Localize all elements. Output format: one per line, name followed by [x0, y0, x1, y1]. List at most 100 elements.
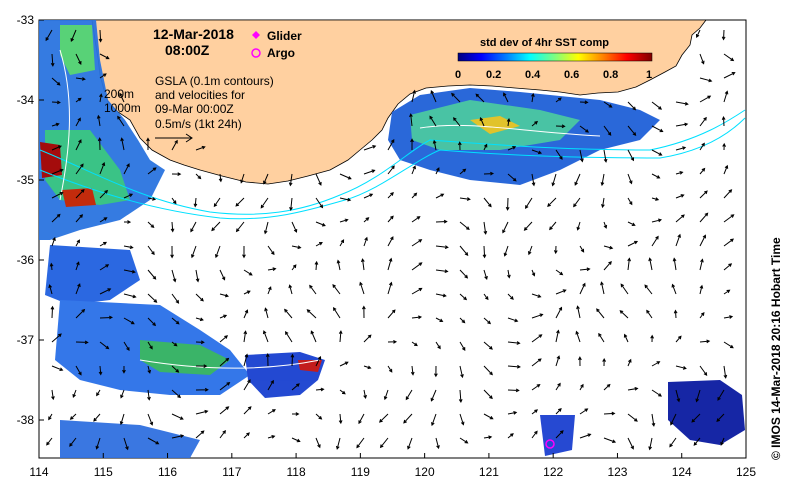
velocity-arrow [363, 365, 372, 370]
x-tick-label: 119 [351, 465, 370, 479]
velocity-arrow [435, 437, 440, 450]
colorbar-title: std dev of 4hr SST comp [480, 37, 609, 49]
velocity-arrow [555, 97, 562, 103]
velocity-arrow [675, 101, 689, 106]
velocity-arrow [432, 139, 437, 151]
velocity-arrow [483, 341, 493, 350]
velocity-arrow [699, 77, 713, 83]
y-tick-label: -36 [17, 253, 35, 267]
velocity-arrow [75, 77, 86, 81]
velocity-arrow [359, 281, 365, 295]
velocity-arrow [627, 197, 633, 206]
velocity-arrow [699, 234, 706, 247]
velocity-arrow [627, 437, 634, 450]
velocity-arrow [339, 173, 352, 180]
velocity-arrow [579, 125, 590, 133]
velocity-arrow [555, 407, 562, 415]
velocity-arrow [219, 293, 230, 298]
velocity-arrow [378, 413, 389, 423]
velocity-arrow [451, 92, 461, 103]
velocity-arrow [360, 258, 365, 271]
velocity-arrow [75, 188, 85, 199]
velocity-arrow [651, 173, 661, 179]
velocity-arrow [651, 101, 663, 110]
velocity-arrow [51, 389, 55, 401]
velocity-arrow [219, 269, 226, 281]
velocity-arrow [699, 339, 711, 344]
velocity-arrow [99, 161, 106, 175]
velocity-arrow [598, 332, 605, 343]
velocity-arrow [435, 245, 449, 249]
velocity-arrow [627, 386, 639, 391]
velocity-arrow [646, 309, 653, 319]
sst-patch-southeast [668, 380, 745, 445]
y-tick-label: -37 [17, 333, 35, 347]
colorbar-tick: 1 [646, 69, 652, 81]
velocity-arrow [410, 138, 414, 151]
velocity-arrow [430, 90, 437, 103]
velocity-arrow [171, 293, 180, 304]
velocity-arrow [459, 437, 469, 444]
gsla-contour-3 [59, 49, 70, 201]
velocity-arrow [98, 365, 103, 376]
velocity-arrow [147, 413, 154, 426]
velocity-arrow [699, 258, 704, 271]
velocity-arrow [99, 341, 110, 350]
velocity-arrow [620, 283, 629, 295]
velocity-arrow [627, 101, 637, 111]
velocity-arrow [483, 293, 489, 301]
velocity-arrow [459, 293, 468, 301]
velocity-arrow [96, 389, 101, 397]
date-label: 12-Mar-2018 [153, 26, 234, 42]
sst-patch-south-hot [140, 340, 230, 375]
x-tick-label: 121 [479, 465, 499, 479]
velocity-arrow [547, 197, 557, 207]
velocity-arrow [699, 95, 712, 103]
velocity-arrow [603, 411, 616, 416]
velocity-arrow [193, 197, 198, 208]
velocity-arrow [335, 437, 341, 450]
velocity-arrow [576, 221, 581, 231]
velocity-arrow [579, 433, 592, 439]
velocity-arrow [699, 142, 705, 151]
velocity-arrow [531, 334, 543, 343]
velocity-arrow [531, 358, 542, 367]
velocity-arrow [387, 138, 395, 151]
velocity-arrow [75, 97, 82, 103]
velocity-arrow [267, 245, 275, 256]
velocity-arrow [435, 269, 449, 274]
velocity-arrow [675, 365, 687, 370]
gsla-contour-1 [419, 124, 601, 137]
velocity-arrow [531, 313, 544, 319]
velocity-arrow [699, 284, 704, 295]
velocity-arrow [117, 115, 125, 127]
x-axis: 114 115 116 117 118 119 120 121 122 123 124 125 [29, 453, 756, 479]
velocity-arrow [285, 330, 293, 343]
argo-label: Argo [267, 46, 295, 60]
velocity-arrow [195, 387, 209, 392]
velocity-arrow [51, 122, 60, 127]
velocity-arrow [723, 289, 731, 295]
velocity-arrow [171, 341, 178, 347]
velocity-arrow [531, 149, 543, 155]
velocity-arrow [315, 355, 322, 367]
velocity-arrow [651, 361, 661, 367]
x-tick-label: 118 [287, 465, 306, 479]
velocity-arrow [51, 192, 64, 199]
velocity-arrow [411, 192, 418, 199]
velocity-arrow [459, 413, 465, 426]
velocity-arrow [507, 269, 511, 279]
velocity-arrow [363, 193, 374, 199]
velocity-arrow [502, 221, 509, 234]
velocity-arrow [195, 317, 204, 322]
velocity-arrow [531, 92, 535, 103]
gsla-note-line-3: 09-Mar 00:00Z [155, 102, 234, 116]
velocity-arrow [243, 406, 252, 415]
velocity-arrow [723, 263, 733, 271]
colorbar-ticks: 0 0.2 0.4 0.6 0.8 1 [455, 69, 652, 81]
velocity-arrow [435, 293, 447, 298]
velocity-arrow [363, 236, 368, 247]
velocity-arrow [575, 330, 581, 343]
velocity-arrow [315, 413, 323, 420]
velocity-arrow [363, 334, 372, 343]
